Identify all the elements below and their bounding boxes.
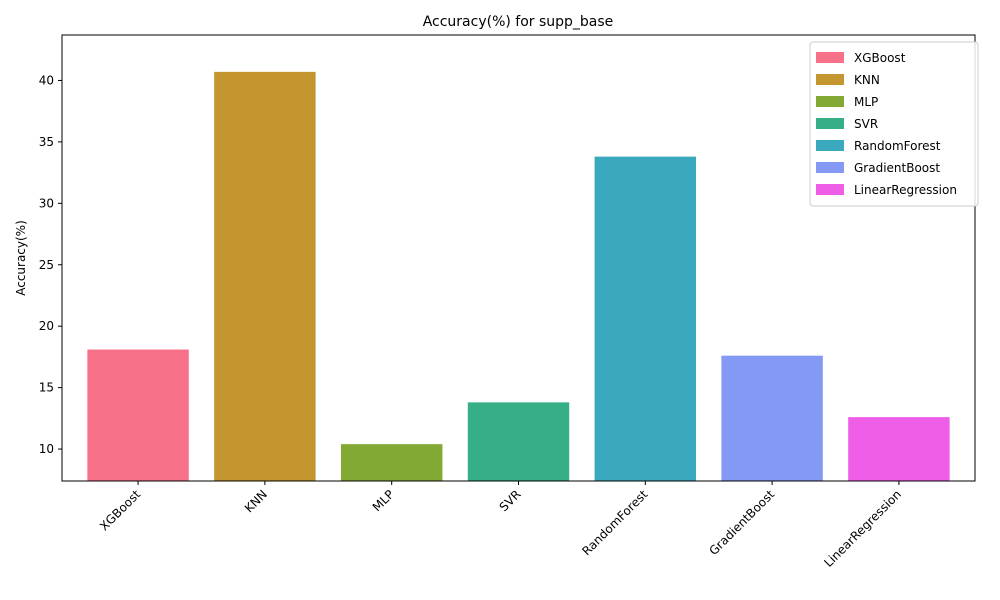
x-axis: XGBoost KNN MLP SVR RandomForest GradientBoos… bbox=[97, 481, 904, 570]
y-axis: 10 15 20 25 30 35 40 bbox=[39, 73, 62, 456]
legend-swatch bbox=[816, 52, 844, 63]
bar-knn bbox=[214, 71, 316, 482]
legend-swatch bbox=[816, 140, 844, 151]
bar-gradientboost bbox=[721, 355, 823, 481]
x-tick-label: GradientBoost bbox=[706, 487, 777, 558]
plot-frame bbox=[61, 34, 976, 482]
bar-linearregression bbox=[848, 417, 950, 481]
y-tick-label: 20 bbox=[39, 319, 54, 333]
legend-swatch bbox=[816, 96, 844, 107]
chart-title: Accuracy(%) for supp_base bbox=[423, 14, 614, 30]
legend: XGBoost KNN MLP SVR RandomForest GradientBoos… bbox=[809, 41, 979, 207]
y-tick-label: 10 bbox=[39, 442, 54, 456]
x-tick-label: SVR bbox=[497, 487, 524, 514]
legend-label: KNN bbox=[854, 73, 880, 87]
x-tick-label: MLP bbox=[370, 487, 397, 514]
x-tick-label: KNN bbox=[242, 487, 270, 515]
y-tick-label: 40 bbox=[39, 73, 54, 87]
legend-swatch bbox=[816, 118, 844, 129]
legend-box bbox=[809, 41, 979, 207]
y-tick-label: 35 bbox=[39, 135, 54, 149]
x-tick-label: RandomForest bbox=[579, 487, 650, 558]
legend-label: RandomForest bbox=[854, 139, 941, 153]
legend-swatch bbox=[816, 74, 844, 85]
legend-label: GradientBoost bbox=[854, 161, 940, 175]
x-tick-label: XGBoost bbox=[97, 487, 143, 533]
bars-group bbox=[87, 71, 950, 482]
bar-xgboost bbox=[87, 349, 189, 481]
y-tick-label: 30 bbox=[39, 196, 54, 210]
legend-label: SVR bbox=[854, 117, 878, 131]
bar-svr bbox=[467, 402, 570, 481]
y-axis-label: Accuracy(%) bbox=[14, 220, 28, 296]
x-tick-label: LinearRegression bbox=[821, 487, 904, 570]
y-tick-label: 25 bbox=[39, 258, 54, 272]
legend-label: XGBoost bbox=[854, 51, 906, 65]
y-tick-label: 15 bbox=[39, 381, 54, 395]
legend-swatch bbox=[816, 184, 844, 195]
legend-label: LinearRegression bbox=[854, 183, 957, 197]
legend-label: MLP bbox=[854, 95, 878, 109]
bar-randomforest bbox=[594, 156, 697, 482]
bar-mlp bbox=[340, 444, 443, 481]
legend-swatch bbox=[816, 162, 844, 173]
